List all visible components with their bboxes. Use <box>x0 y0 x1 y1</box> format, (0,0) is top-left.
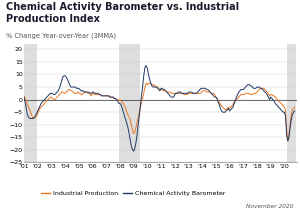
Bar <box>119 44 140 162</box>
Bar <box>24 44 37 162</box>
Text: November 2020: November 2020 <box>247 204 294 209</box>
Text: Chemical Activity Barometer vs. Industrial Production Index: Chemical Activity Barometer vs. Industri… <box>6 2 239 24</box>
Bar <box>287 44 296 162</box>
Legend: Industrial Production, Chemical Activity Barometer: Industrial Production, Chemical Activity… <box>39 188 228 198</box>
Text: % Change Year-over-Year (3MMA): % Change Year-over-Year (3MMA) <box>6 33 116 39</box>
